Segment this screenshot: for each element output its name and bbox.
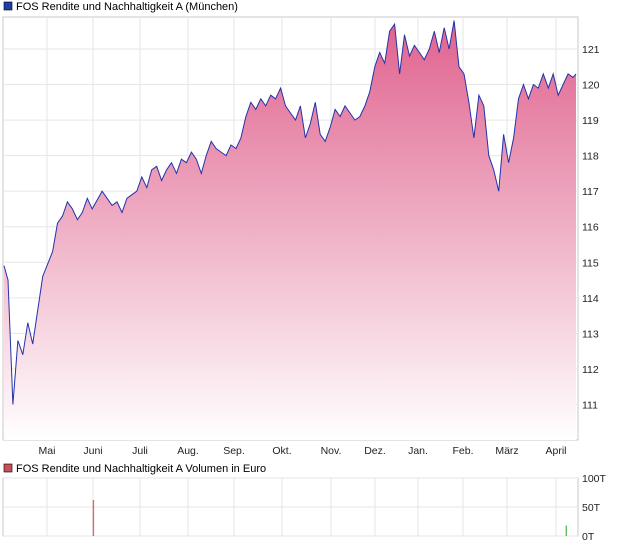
price-x-tick-label: Sep. bbox=[223, 445, 245, 457]
volume-legend-label: FOS Rendite und Nachhaltigkeit A Volumen… bbox=[16, 463, 266, 475]
price-y-tick-label: 111 bbox=[582, 399, 598, 411]
price-y-tick-label: 115 bbox=[582, 257, 599, 269]
volume-bars bbox=[92, 500, 568, 536]
price-x-tick-label: Juli bbox=[132, 445, 148, 457]
price-y-tick-label: 117 bbox=[582, 186, 599, 198]
price-x-tick-label: Feb. bbox=[452, 445, 473, 457]
volume-y-axis: 0T 50T 100T bbox=[582, 473, 607, 543]
price-x-tick-label: Jan. bbox=[408, 445, 428, 457]
price-area-fill bbox=[4, 20, 576, 440]
volume-y-tick-label: 100T bbox=[582, 473, 607, 485]
price-x-tick-label: Mai bbox=[39, 445, 56, 457]
price-x-tick-label: Dez. bbox=[364, 445, 386, 457]
volume-bar bbox=[92, 500, 95, 536]
price-x-tick-label: Okt. bbox=[272, 445, 291, 457]
price-x-tick-label: Nov. bbox=[321, 445, 342, 457]
volume-bar bbox=[565, 525, 568, 536]
price-y-tick-label: 120 bbox=[582, 80, 600, 92]
price-y-tick-label: 114 bbox=[582, 293, 599, 305]
volume-legend-swatch bbox=[3, 463, 13, 473]
price-y-tick-label: 113 bbox=[582, 328, 599, 340]
price-y-tick-label: 118 bbox=[582, 151, 599, 163]
price-x-axis: Mai Juni Juli Aug. Sep. Okt. Nov. Dez. Jan. Feb. M… bbox=[39, 445, 567, 457]
price-x-tick-label: März bbox=[495, 445, 518, 457]
price-y-tick-label: 112 bbox=[582, 364, 599, 376]
price-series-line bbox=[3, 20, 577, 405]
price-legend-swatch bbox=[3, 1, 13, 11]
price-x-tick-label: April bbox=[545, 445, 566, 457]
price-x-tick-label: Aug. bbox=[177, 445, 199, 457]
price-x-tick-label: Juni bbox=[83, 445, 102, 457]
price-y-tick-label: 119 bbox=[582, 115, 599, 127]
price-y-axis: 111 112 113 114 115 116 117 118 119 120 121 bbox=[582, 44, 600, 411]
price-y-tick-label: 121 bbox=[582, 44, 600, 56]
price-y-tick-label: 116 bbox=[582, 222, 599, 234]
volume-y-tick-label: 50T bbox=[582, 502, 601, 514]
price-legend-label: FOS Rendite und Nachhaltigkeit A (Münche… bbox=[16, 1, 238, 13]
volume-y-tick-label: 0T bbox=[582, 531, 595, 543]
